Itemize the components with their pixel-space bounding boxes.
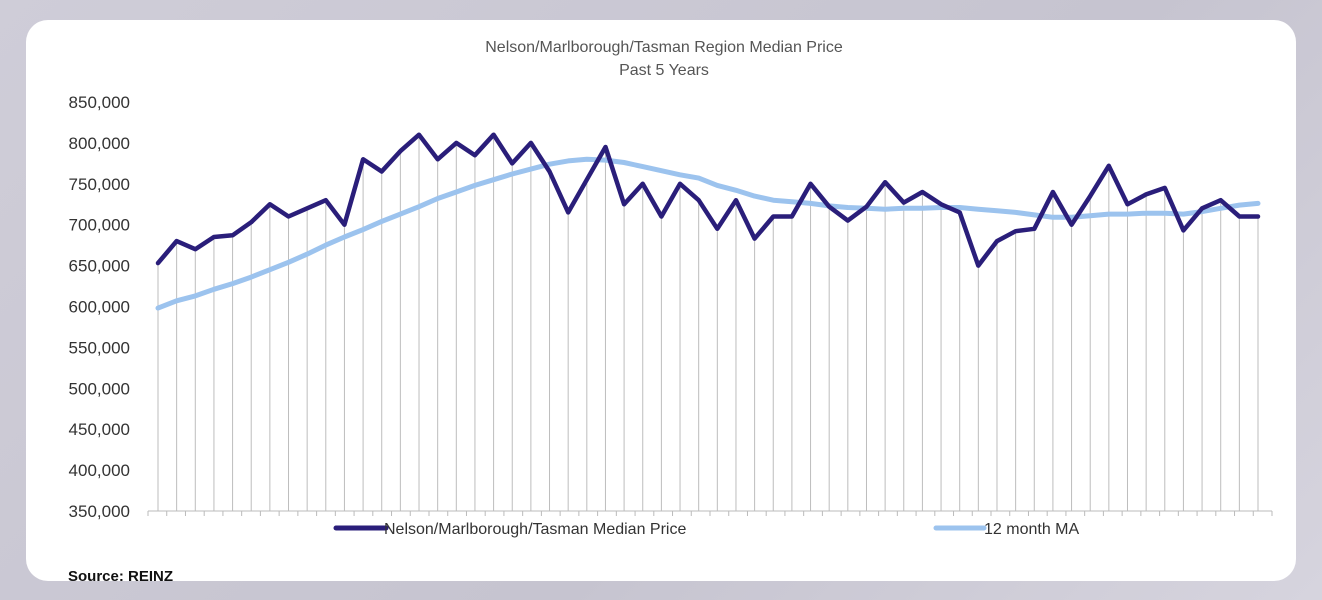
chart-subtitle: Past 5 Years [619, 62, 709, 79]
y-tick-label: 650,000 [69, 257, 130, 276]
series-lines [155, 132, 1261, 311]
line-chart: Nelson/Marlborough/Tasman Region Median … [69, 39, 1273, 538]
y-tick-label: 400,000 [69, 461, 130, 480]
legend: Nelson/Marlborough/Tasman Median Price 1… [333, 521, 1079, 538]
source-note: Source: REINZ [68, 568, 174, 585]
y-tick-label: 600,000 [69, 298, 130, 317]
y-tick-label: 700,000 [69, 216, 130, 235]
x-axis-ticks [147, 511, 1273, 516]
y-tick-label: 350,000 [69, 502, 130, 521]
chart-card: Nelson/Marlborough/Tasman Region Median … [26, 20, 1296, 585]
series-line-ma [155, 156, 1261, 311]
chart-title: Nelson/Marlborough/Tasman Region Median … [485, 39, 843, 56]
y-tick-label: 500,000 [69, 379, 130, 398]
y-axis: 850,000 800,000 750,000 700,000 650,000 600,0… [69, 93, 130, 521]
series-line-median [155, 132, 1261, 268]
legend-label-ma: 12 month MA [984, 521, 1079, 538]
y-tick-label: 850,000 [69, 93, 130, 112]
y-tick-label: 550,000 [69, 338, 130, 357]
legend-label-median: Nelson/Marlborough/Tasman Median Price [384, 521, 686, 538]
y-tick-label: 450,000 [69, 420, 130, 439]
y-tick-label: 750,000 [69, 175, 130, 194]
y-tick-label: 800,000 [69, 134, 130, 153]
drop-lines [157, 134, 1259, 511]
